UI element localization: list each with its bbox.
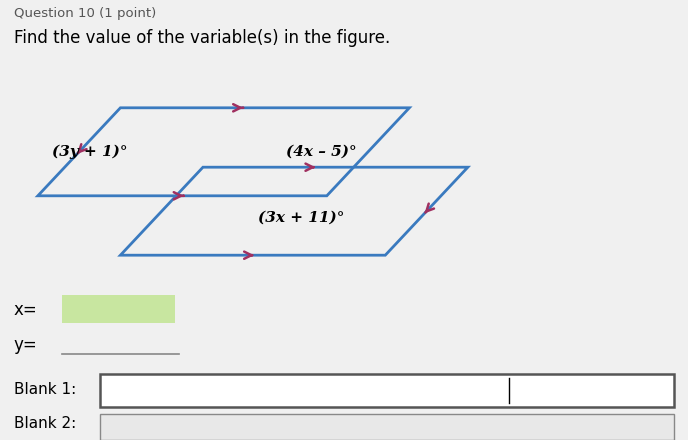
Text: (3x + 11)°: (3x + 11)° (258, 211, 345, 225)
Text: y=: y= (14, 337, 38, 354)
FancyBboxPatch shape (62, 295, 175, 323)
Text: (4x – 5)°: (4x – 5)° (286, 145, 356, 159)
Text: (3y + 1)°: (3y + 1)° (52, 145, 127, 159)
Text: Blank 2:: Blank 2: (14, 416, 76, 431)
FancyBboxPatch shape (100, 374, 674, 407)
Text: Blank 1:: Blank 1: (14, 382, 76, 397)
FancyBboxPatch shape (100, 414, 674, 440)
Text: Question 10 (1 point): Question 10 (1 point) (14, 7, 156, 20)
Text: Find the value of the variable(s) in the figure.: Find the value of the variable(s) in the… (14, 29, 390, 47)
Text: x=: x= (14, 301, 38, 319)
